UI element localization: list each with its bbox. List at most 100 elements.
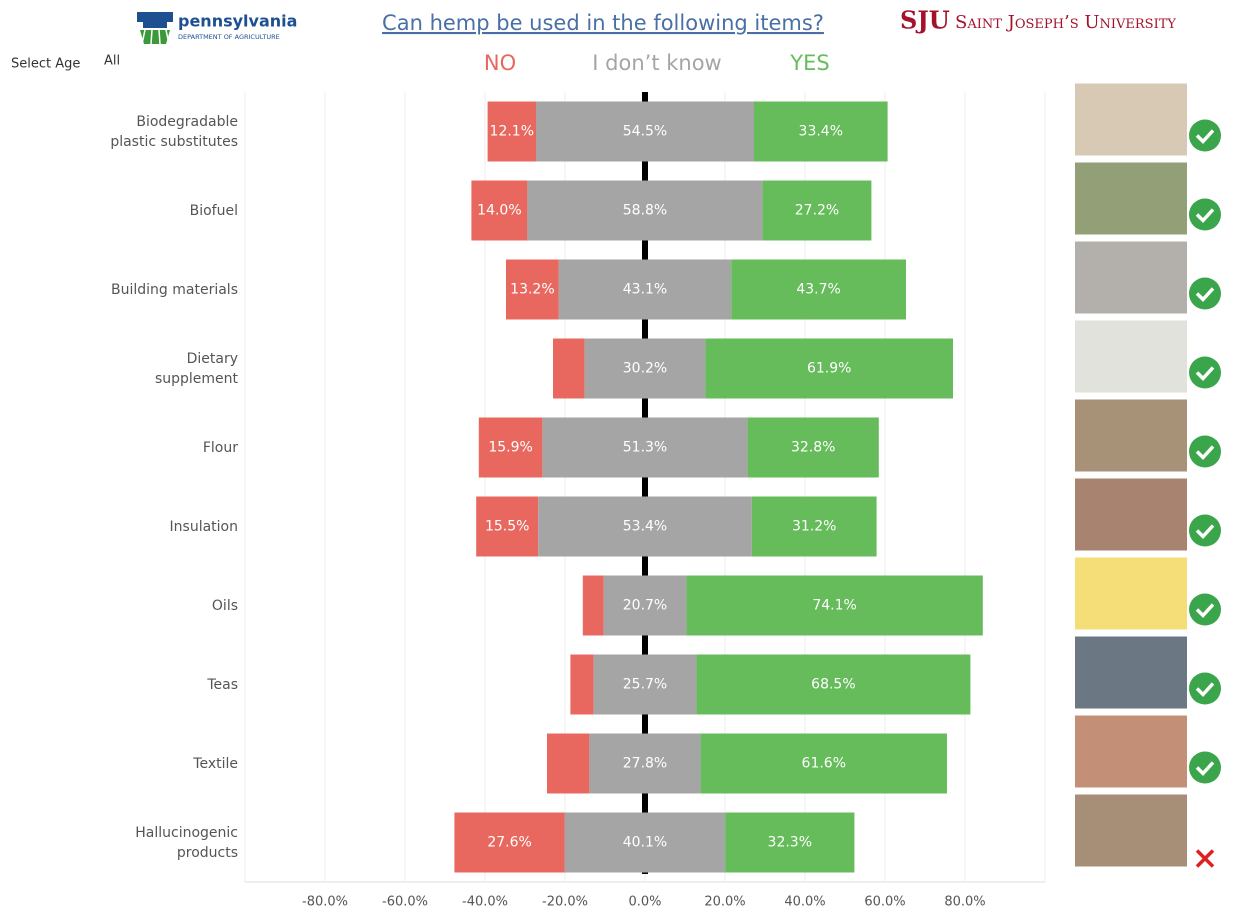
bar-segment <box>584 338 706 399</box>
bar-segment <box>487 101 536 162</box>
item-picture <box>1075 83 1221 156</box>
x-tick-label: 20.0% <box>704 895 745 910</box>
logo-right-name: Saint Joseph’s University <box>955 12 1176 33</box>
check-icon <box>1189 119 1221 152</box>
check-mark <box>1195 208 1215 224</box>
data-label: 31.2% <box>792 519 836 535</box>
check-icon <box>1189 435 1221 468</box>
category-label: Flour <box>202 439 238 456</box>
check-icon <box>1189 751 1221 784</box>
category-label: Dietary supplement <box>154 350 238 387</box>
item-picture <box>1075 557 1221 630</box>
legend-entry: YES <box>789 51 829 75</box>
data-label: 43.1% <box>623 282 667 298</box>
logo-left: pennsylvania <box>178 12 297 31</box>
data-label: 53.4% <box>623 519 667 535</box>
bar-segment <box>747 417 879 478</box>
check-mark <box>1195 445 1215 461</box>
logo-right: SJU <box>900 6 950 35</box>
check-icon <box>1189 277 1221 310</box>
check-mark <box>1195 524 1215 540</box>
chart-title[interactable]: Can hemp be used in the following items? <box>382 11 824 35</box>
data-label: 32.8% <box>791 440 835 456</box>
picture <box>1075 83 1187 156</box>
bar-segment <box>553 338 585 399</box>
category-label: Hallucinogenic products <box>135 824 238 861</box>
data-label: 51.3% <box>623 440 667 456</box>
bar-segment <box>506 259 559 320</box>
bar-segment <box>558 259 732 320</box>
cross-icon <box>1195 849 1215 868</box>
bar-segment <box>686 575 983 636</box>
bar-segment <box>589 733 701 794</box>
picture <box>1075 557 1187 630</box>
data-label: 27.8% <box>623 756 667 772</box>
check-mark <box>1195 761 1215 777</box>
check-mark <box>1195 366 1215 382</box>
check-icon <box>1189 198 1221 231</box>
picture <box>1075 399 1187 472</box>
data-label: 33.4% <box>799 124 843 140</box>
bar-segment <box>582 575 604 636</box>
bar-segment <box>536 101 754 162</box>
x-tick-label: 60.0% <box>864 895 905 910</box>
legend-entry: NO <box>484 51 516 75</box>
pa-logo-icon <box>137 12 173 45</box>
category-label: Insulation <box>169 518 238 535</box>
data-label: 14.0% <box>477 203 521 219</box>
check-icon <box>1189 356 1221 389</box>
x-tick-label: -80.0% <box>302 895 348 910</box>
x-tick-label: -40.0% <box>462 895 508 910</box>
bar-segment <box>478 417 543 478</box>
x-tick-label: -60.0% <box>382 895 428 910</box>
data-label: 68.5% <box>811 677 855 693</box>
data-label: 15.5% <box>485 519 529 535</box>
bar-segment <box>527 180 763 241</box>
item-picture <box>1075 636 1221 709</box>
picture <box>1075 162 1187 235</box>
category-label: Teas <box>207 676 238 693</box>
category-label: Biodegradable plastic substitutes <box>110 113 238 150</box>
item-picture <box>1075 162 1221 235</box>
category-label: Oils <box>211 597 238 614</box>
bar-segment <box>593 654 697 715</box>
data-label: 20.7% <box>623 598 667 614</box>
picture <box>1075 241 1187 314</box>
check-mark <box>1195 287 1215 303</box>
filter-label: Select Age <box>11 57 80 72</box>
bar-segment <box>542 417 748 478</box>
category-label: Biofuel <box>189 202 238 219</box>
legend-entry: I don’t know <box>592 51 721 75</box>
bar-segment <box>547 733 590 794</box>
item-picture <box>1075 320 1221 393</box>
picture <box>1075 478 1187 551</box>
data-label: 61.6% <box>802 756 846 772</box>
bar-segment <box>538 496 752 557</box>
bar-segment <box>476 496 539 557</box>
logo-left-sub: DEPARTMENT OF AGRICULTURE <box>178 33 280 41</box>
bar-segment <box>570 654 594 715</box>
x-tick-label: -20.0% <box>542 895 588 910</box>
x-tick-label: 40.0% <box>784 895 825 910</box>
bar-segment <box>454 812 565 873</box>
category-label: Building materials <box>111 281 238 298</box>
bar-segment <box>762 180 872 241</box>
bar-segment <box>705 338 953 399</box>
x-tick-label: 80.0% <box>944 895 985 910</box>
bar-segment <box>725 812 855 873</box>
item-picture <box>1075 715 1221 788</box>
bar-segment <box>603 575 687 636</box>
item-picture <box>1075 794 1215 868</box>
item-picture <box>1075 478 1221 551</box>
check-mark <box>1195 603 1215 619</box>
filter-value[interactable]: All <box>104 54 120 69</box>
bar-segment <box>754 101 888 162</box>
data-label: 15.9% <box>488 440 532 456</box>
data-label: 30.2% <box>623 361 667 377</box>
bar-segment <box>700 733 947 794</box>
data-label: 32.3% <box>768 835 812 851</box>
data-label: 27.6% <box>487 835 531 851</box>
picture <box>1075 715 1187 788</box>
bar-segment <box>731 259 906 320</box>
data-label: 27.2% <box>795 203 839 219</box>
